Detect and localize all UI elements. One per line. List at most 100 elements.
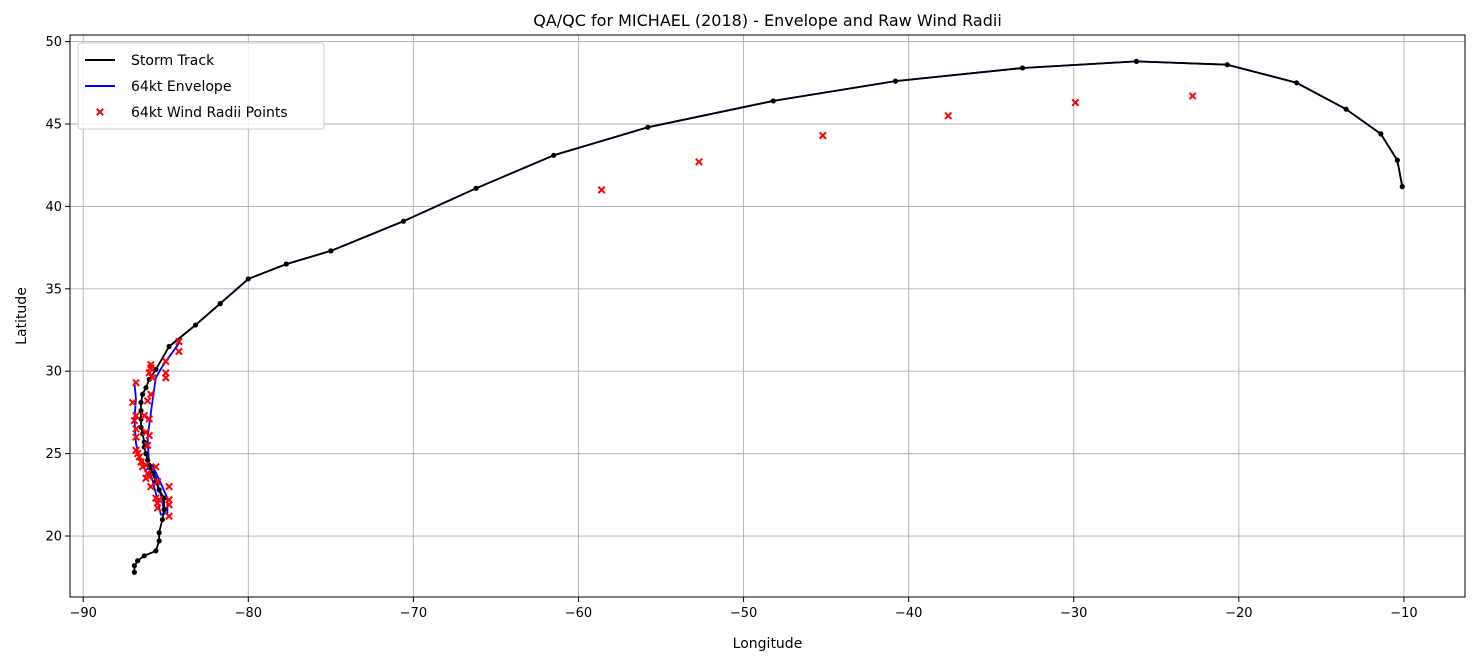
wind-radii-point	[132, 433, 140, 442]
wind-radii-point	[695, 157, 703, 166]
storm-track-point	[1019, 65, 1026, 71]
storm-track-point	[153, 366, 159, 373]
wind-radii-point	[146, 390, 155, 399]
storm-track-point	[770, 98, 776, 104]
storm-track-point	[1294, 80, 1300, 86]
wind-radii-point	[130, 416, 139, 425]
wind-radii-point	[165, 500, 173, 509]
storm-track-point	[245, 276, 251, 282]
x-tick-label: −20	[1225, 606, 1252, 621]
wind-radii-point	[153, 504, 162, 512]
storm-track-point	[161, 507, 167, 513]
storm-track-point	[328, 248, 334, 254]
wind-radii-point	[146, 364, 155, 372]
wind-radii-point	[143, 396, 152, 405]
storm-track-point	[166, 343, 172, 350]
x-tick-label: −50	[730, 606, 757, 621]
x-axis-title: Longitude	[733, 636, 803, 652]
legend: Storm Track 64kt Envelope 64kt Wind Radi…	[77, 42, 325, 130]
storm-track-point	[138, 408, 144, 414]
wind-radii-point	[818, 131, 827, 140]
x-tick-label: −90	[69, 606, 96, 621]
y-tick-label: 45	[45, 117, 62, 132]
storm-track-point	[143, 385, 149, 391]
wind-radii-point	[143, 441, 152, 450]
storm-track-point	[1133, 58, 1140, 64]
wind-radii-point	[151, 494, 160, 503]
y-tick-label: 50	[45, 35, 62, 50]
legend-label-64kt-envelope: 64kt Envelope	[131, 79, 231, 95]
storm-track-point	[1224, 62, 1230, 68]
storm-track-point	[135, 558, 141, 564]
wind-radii-point	[137, 457, 145, 466]
storm-track-point	[143, 451, 149, 457]
storm-track-point	[283, 261, 289, 267]
storm-track-point	[645, 124, 651, 130]
wind-radii-point	[140, 411, 149, 420]
x-tick-label: −30	[1060, 606, 1087, 621]
storm-track-point	[159, 516, 166, 523]
y-tick-label: 30	[45, 365, 62, 380]
legend-label-storm-track: Storm Track	[131, 53, 215, 69]
legend-label-64kt-wind-radii-points: 64kt Wind Radii Points	[131, 105, 288, 121]
storm-track-point	[140, 391, 146, 397]
wind-radii-point	[944, 111, 953, 120]
storm-track-point	[473, 185, 479, 191]
wind-radii-point	[1071, 98, 1080, 107]
storm-track-point	[400, 218, 407, 224]
wind-radii-point	[165, 512, 173, 521]
legend-swatch-64kt-wind-radii-points	[96, 108, 104, 116]
x-tick-label: −80	[235, 606, 262, 621]
storm-track-point	[141, 553, 147, 559]
wind-radii-point	[175, 337, 183, 346]
storm-track-point	[156, 530, 162, 536]
storm-track-point	[144, 457, 151, 463]
y-tick-label: 25	[45, 447, 62, 462]
storm-track-point	[161, 495, 167, 501]
plot-series	[128, 58, 1405, 575]
wind-radii-point	[132, 378, 140, 387]
wind-radii-point	[1188, 92, 1197, 100]
x-tick-label: −60	[565, 606, 592, 621]
wind-radii-point	[145, 431, 154, 440]
wind-radii-point	[165, 482, 173, 491]
legend-box	[77, 42, 325, 130]
wind-radii-point	[142, 474, 150, 483]
wind-radii-point	[597, 186, 606, 194]
x-tick-label: −70	[400, 606, 427, 621]
wind-radii-point	[145, 415, 154, 423]
storm-track-point	[192, 322, 199, 328]
wind-radii-point	[153, 477, 162, 486]
wind-radii-point	[128, 398, 137, 407]
x-tick-label: −10	[1390, 606, 1417, 621]
legend-x-marker	[96, 108, 104, 116]
storm-track-point	[156, 487, 162, 493]
wind-radii-point	[135, 453, 144, 461]
storm-track-point	[131, 563, 137, 569]
wind-radii-point	[148, 373, 157, 382]
wind-radii-point	[151, 462, 160, 471]
wind-radii-point	[175, 347, 183, 356]
wind-radii-point	[132, 411, 140, 420]
y-tick-label: 20	[45, 530, 62, 545]
storm-track-point	[1343, 106, 1349, 112]
y-axis-title: Latitude	[14, 287, 30, 345]
axes-frame	[69, 34, 1466, 598]
wind-radii-point	[161, 357, 170, 366]
chart-title: QA/QC for MICHAEL (2018) - Envelope and …	[533, 11, 1002, 30]
storm-track-point	[1394, 157, 1400, 163]
storm-track-point	[1399, 184, 1405, 190]
axis-ticks: −90 −80 −70 −60 −50 −40 −30 −20 −10 20 25 30 35 40 45 5…	[45, 35, 1417, 621]
storm-track-point	[138, 424, 144, 430]
y-tick-label: 40	[45, 200, 62, 215]
wind-radii-point	[132, 424, 140, 433]
storm-track-point	[892, 78, 899, 84]
storm-track-point	[1378, 131, 1384, 137]
envelope-line	[145, 342, 180, 516]
storm-track-point	[156, 538, 162, 544]
wind-radii-point	[145, 368, 154, 377]
storm-track-point	[153, 548, 159, 554]
wind-radii-point	[142, 461, 150, 470]
storm-track-point	[217, 301, 223, 307]
